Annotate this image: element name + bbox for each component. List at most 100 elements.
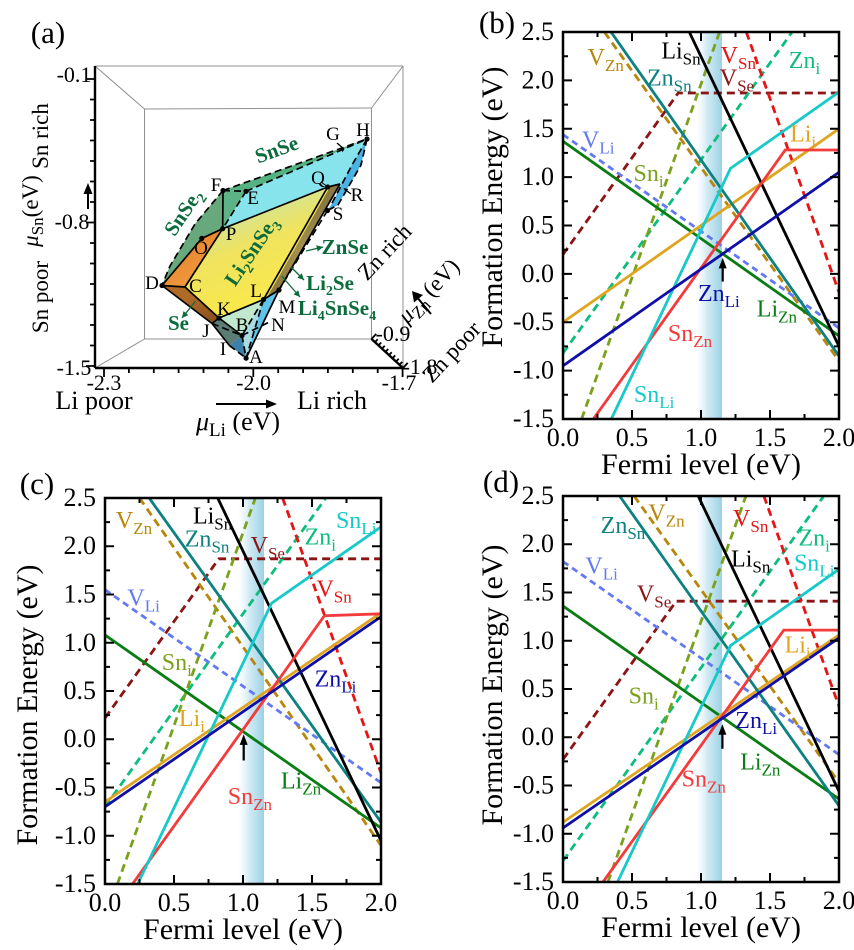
- svg-text:0.5: 0.5: [616, 886, 649, 915]
- svg-text:-1.5: -1.5: [513, 404, 554, 433]
- svg-text:C: C: [189, 276, 202, 297]
- svg-text:0.0: 0.0: [522, 259, 555, 288]
- svg-text:2.0: 2.0: [522, 529, 555, 558]
- svg-text:Sni: Sni: [162, 650, 192, 680]
- svg-text:F: F: [211, 175, 222, 196]
- svg-text:SnZn: SnZn: [682, 767, 727, 797]
- svg-text:1.5: 1.5: [754, 886, 787, 915]
- svg-text:2.5: 2.5: [522, 481, 555, 510]
- svg-text:Q: Q: [311, 168, 325, 189]
- svg-text:Fermi level (eV): Fermi level (eV): [601, 911, 801, 944]
- svg-text:-1.0: -1.0: [513, 356, 554, 385]
- svg-text:ZnSn: ZnSn: [601, 513, 646, 543]
- svg-text:Li rich: Li rich: [297, 386, 367, 415]
- svg-text:K: K: [217, 299, 231, 320]
- svg-text:P: P: [226, 224, 237, 245]
- svg-text:I: I: [220, 339, 226, 360]
- svg-text:VSn: VSn: [733, 506, 769, 536]
- svg-text:Sni: Sni: [634, 161, 664, 191]
- svg-text:-0.5: -0.5: [513, 307, 554, 336]
- svg-text:0.5: 0.5: [616, 423, 649, 452]
- svg-text:μLi (eV): μLi (eV): [195, 407, 280, 441]
- svg-text:Zni: Zni: [798, 526, 830, 556]
- svg-text:-0.5: -0.5: [55, 773, 96, 802]
- svg-text:R: R: [351, 185, 364, 206]
- svg-text:0.5: 0.5: [522, 211, 555, 240]
- svg-text:H: H: [356, 120, 370, 141]
- svg-text:0.0: 0.0: [522, 722, 555, 751]
- svg-text:1.5: 1.5: [296, 888, 329, 917]
- svg-text:Sn rich: Sn rich: [28, 103, 53, 169]
- svg-text:(c): (c): [20, 466, 54, 501]
- svg-text:0.0: 0.0: [547, 886, 580, 915]
- svg-text:0.5: 0.5: [158, 888, 191, 917]
- svg-text:SnLi: SnLi: [336, 508, 377, 538]
- svg-text:Formation Energy (eV): Formation Energy (eV): [11, 564, 44, 845]
- svg-text:Zni: Zni: [789, 48, 821, 78]
- svg-text:1.5: 1.5: [754, 423, 787, 452]
- svg-text:-0.1: -0.1: [57, 62, 92, 87]
- svg-text:J: J: [202, 321, 209, 342]
- svg-text:2.5: 2.5: [522, 17, 555, 46]
- svg-text:ZnSe: ZnSe: [322, 235, 369, 259]
- svg-text:D: D: [145, 273, 159, 294]
- svg-text:-1.5: -1.5: [57, 355, 92, 380]
- svg-text:0.0: 0.0: [89, 888, 122, 917]
- svg-text:(a): (a): [31, 15, 65, 50]
- svg-text:2.5: 2.5: [64, 483, 97, 512]
- svg-text:Fermi level (eV): Fermi level (eV): [143, 913, 343, 946]
- svg-text:-1.8: -1.8: [403, 354, 438, 379]
- svg-text:O: O: [194, 238, 208, 259]
- svg-text:-2.0: -2.0: [236, 370, 271, 395]
- svg-text:1.0: 1.0: [685, 423, 718, 452]
- svg-text:Formation Energy (eV): Formation Energy (eV): [476, 66, 509, 347]
- svg-text:1.0: 1.0: [522, 162, 555, 191]
- svg-text:Sn poor: Sn poor: [28, 261, 53, 334]
- svg-text:B: B: [236, 315, 249, 336]
- svg-text:2.0: 2.0: [365, 888, 398, 917]
- svg-text:M: M: [279, 297, 296, 318]
- svg-text:E: E: [247, 188, 259, 209]
- svg-text:0.5: 0.5: [522, 674, 555, 703]
- svg-text:-0.8: -0.8: [55, 209, 90, 234]
- svg-text:Li2Se: Li2Se: [306, 271, 354, 299]
- svg-text:(d): (d): [483, 464, 519, 499]
- svg-text:1.0: 1.0: [522, 626, 555, 655]
- svg-text:-1.5: -1.5: [513, 867, 554, 896]
- svg-text:N: N: [271, 315, 285, 336]
- svg-text:2.0: 2.0: [522, 65, 555, 94]
- svg-text:2.0: 2.0: [823, 886, 854, 915]
- svg-text:Fermi level (eV): Fermi level (eV): [601, 448, 801, 481]
- svg-text:-1.5: -1.5: [55, 869, 96, 898]
- svg-text:1.5: 1.5: [522, 578, 555, 607]
- svg-text:1.5: 1.5: [64, 580, 97, 609]
- svg-text:0.5: 0.5: [64, 676, 97, 705]
- svg-text:LiSn: LiSn: [731, 547, 771, 577]
- svg-text:(b): (b): [479, 5, 515, 40]
- svg-text:-2.3: -2.3: [87, 370, 122, 395]
- svg-text:1.0: 1.0: [64, 628, 97, 657]
- svg-text:2.0: 2.0: [64, 531, 97, 560]
- svg-text:Li poor: Li poor: [55, 386, 133, 415]
- svg-text:Formation Energy (eV): Formation Energy (eV): [476, 544, 509, 825]
- svg-text:L: L: [250, 281, 262, 302]
- svg-text:-0.9: -0.9: [376, 321, 411, 346]
- svg-text:1.5: 1.5: [522, 114, 555, 143]
- svg-text:1.0: 1.0: [685, 886, 718, 915]
- svg-text:-0.5: -0.5: [513, 771, 554, 800]
- svg-text:1.0: 1.0: [227, 888, 260, 917]
- svg-text:Li4SnSe4: Li4SnSe4: [298, 296, 376, 324]
- svg-text:0.0: 0.0: [64, 724, 97, 753]
- svg-text:G: G: [326, 124, 340, 145]
- svg-text:-1.0: -1.0: [55, 821, 96, 850]
- svg-text:Zni: Zni: [305, 525, 337, 555]
- svg-text:-1.7: -1.7: [382, 370, 417, 395]
- svg-text:SnZn: SnZn: [228, 784, 273, 814]
- svg-text:2.0: 2.0: [823, 423, 854, 452]
- svg-text:A: A: [249, 347, 263, 368]
- svg-text:0.0: 0.0: [547, 423, 580, 452]
- svg-text:Sni: Sni: [629, 684, 659, 714]
- svg-text:μSn(eV): μSn(eV): [18, 175, 47, 248]
- svg-text:S: S: [333, 204, 344, 225]
- svg-text:-1.0: -1.0: [513, 819, 554, 848]
